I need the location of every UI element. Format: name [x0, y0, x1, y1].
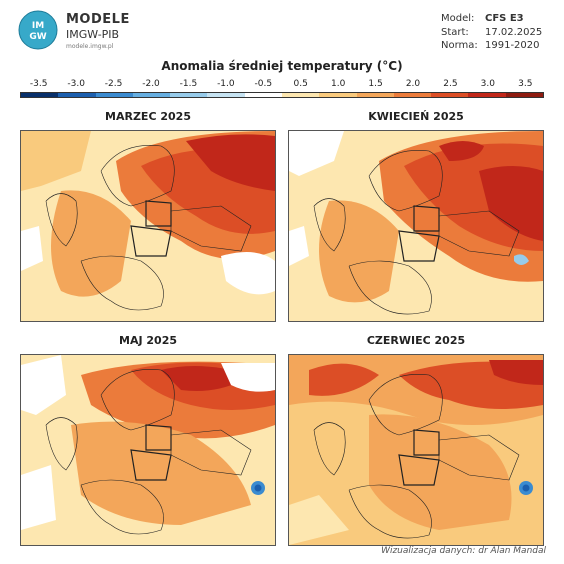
legend-tick-label: 1.5 [368, 79, 383, 89]
legend-swatch-12 [468, 93, 506, 97]
map-panel-kwiecien [288, 130, 544, 322]
legend-swatch-0 [21, 93, 59, 97]
panel-title-czerwiec: CZERWIEC 2025 [366, 334, 466, 347]
panel-title-marzec: MARZEC 2025 [105, 110, 191, 123]
legend-tick-label: 2.5 [443, 79, 458, 89]
map-panel-maj [20, 354, 276, 546]
legend-tick-label: -0.5 [254, 79, 273, 89]
legend-tick-label: -3.5 [29, 79, 48, 89]
legend-tick-label: 1.0 [330, 79, 346, 89]
legend-tick-label: -1.5 [179, 79, 198, 89]
map-panel-czerwiec [288, 354, 544, 546]
svg-text:IM: IM [32, 21, 44, 31]
legend-swatch-6 [244, 93, 282, 97]
imgw-logo: IM GW [18, 10, 58, 50]
meta-value-start: 17.02.2025 [485, 26, 543, 38]
brand-name: MODELE [66, 12, 130, 27]
legend-tick-label: -1.0 [217, 79, 235, 89]
legend-swatch-5 [207, 93, 245, 97]
legend-colorbar [20, 92, 544, 98]
legend-swatch-10 [393, 93, 432, 97]
legend-swatch-11 [431, 93, 469, 97]
legend-tick-label: 3.5 [518, 79, 533, 89]
legend-swatch-7 [281, 93, 320, 97]
meta-value-norma: 1991-2020 [485, 40, 540, 51]
brand-url[interactable]: modele.imgw.pl [66, 43, 114, 50]
legend-ticks: -3.5 -3.0 -2.5 -2.0 -1.5 -1.0 -0.5 0.5 1.0 1.5 2.0… [20, 79, 544, 91]
legend-tick-label: -2.0 [142, 79, 160, 89]
legend-swatch-4 [170, 93, 208, 97]
model-meta: Model: CFS E3 Start: 17.02.2025 Norma: 1991… [441, 12, 542, 53]
panel-title-kwiecien: KWIECIEŃ 2025 [368, 110, 464, 123]
meta-label-norma: Norma: [441, 40, 478, 51]
map-kwiecien [289, 131, 543, 321]
legend-tick-label: 2.0 [405, 79, 421, 89]
brand-sub: IMGW-PIB [66, 28, 120, 41]
meta-label-start: Start: [441, 26, 469, 38]
brand-block: MODELE IMGW-PIB modele.imgw.pl [66, 12, 130, 50]
map-panel-marzec [20, 130, 276, 322]
legend-swatch-9 [356, 93, 394, 97]
legend-swatch-8 [319, 93, 357, 97]
map-maj [21, 355, 275, 545]
legend-swatch-13 [505, 93, 543, 97]
meta-label-model: Model: [441, 13, 475, 24]
svg-text:GW: GW [29, 32, 46, 42]
legend-swatch-2 [95, 93, 133, 97]
panel-title-maj: MAJ 2025 [119, 334, 177, 347]
map-czerwiec [289, 355, 543, 545]
legend-tick-label: -2.5 [104, 79, 123, 89]
legend-title: Anomalia średniej temperatury (°C) [161, 59, 403, 73]
map-marzec [21, 131, 275, 321]
legend-tick-label: 0.5 [293, 79, 308, 89]
legend-swatch-1 [58, 93, 96, 97]
legend-swatch-3 [132, 93, 171, 97]
meta-value-model: CFS E3 [485, 13, 524, 24]
legend-tick-label: -3.0 [67, 79, 85, 89]
legend-tick-label: 3.0 [480, 79, 496, 89]
data-visualization-credit: Wizualizacja danych: dr Alan Mandal [381, 546, 546, 556]
